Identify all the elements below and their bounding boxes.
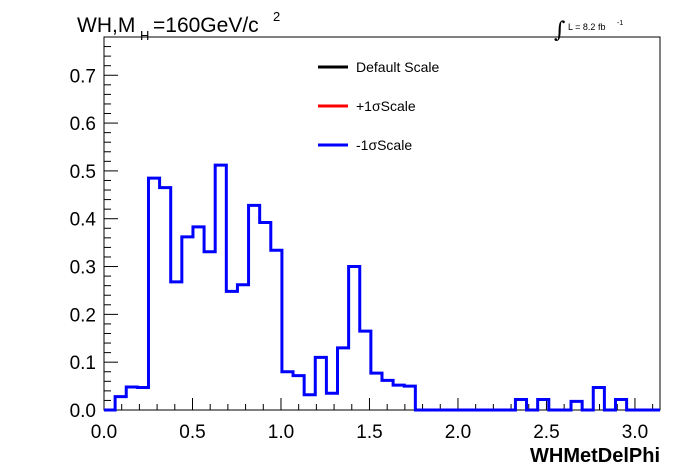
- y-axis: 0.0 0.1 0.2 0.3 0.4 0.5 0.6 0.7: [70, 36, 118, 422]
- legend-label-plus1sigma: +1σScale: [356, 98, 416, 114]
- y-tick-label: 0.2: [70, 305, 96, 326]
- legend: Default Scale +1σScale -1σScale: [318, 59, 439, 153]
- title-superscript: 2: [273, 9, 280, 24]
- title-prefix: WH,M: [77, 14, 135, 37]
- legend-label-default: Default Scale: [356, 59, 439, 75]
- title-subscript: H: [140, 28, 149, 43]
- luminosity-label: ∫ L = 8.2 fb -1: [554, 18, 623, 43]
- y-tick-label: 0.7: [70, 66, 96, 87]
- x-tick-label: 2.5: [533, 422, 559, 443]
- x-axis: 0.0 0.5 1.0 1.5 2.0 2.5 3.0: [91, 398, 654, 443]
- x-tick-label: 2.0: [445, 422, 471, 443]
- x-axis-title: WHMetDelPhi: [530, 445, 660, 467]
- luminosity-text: L = 8.2 fb: [568, 22, 605, 32]
- plot-frame: [103, 36, 661, 411]
- luminosity-superscript: -1: [617, 20, 623, 27]
- y-tick-label: 0.0: [70, 401, 96, 422]
- legend-label-minus1sigma: -1σScale: [356, 137, 412, 153]
- y-tick-label: 0.5: [70, 162, 96, 183]
- x-tick-label: 0.5: [179, 422, 205, 443]
- title-middle: =160GeV/c: [153, 14, 259, 37]
- chart-title: WH,M H =160GeV/c 2: [77, 9, 280, 43]
- x-tick-label: 1.5: [356, 422, 382, 443]
- x-tick-label: 1.0: [268, 422, 294, 443]
- y-tick-label: 0.4: [70, 210, 97, 231]
- x-tick-label: 0.0: [91, 422, 117, 443]
- y-tick-label: 0.6: [70, 114, 96, 135]
- series-layer: [104, 163, 660, 412]
- series-line-minus1sigma: [104, 163, 660, 412]
- y-tick-label: 0.3: [70, 258, 96, 279]
- y-tick-label: 0.1: [70, 353, 96, 374]
- x-tick-label: 3.0: [622, 422, 648, 443]
- integral-symbol: ∫: [554, 18, 566, 43]
